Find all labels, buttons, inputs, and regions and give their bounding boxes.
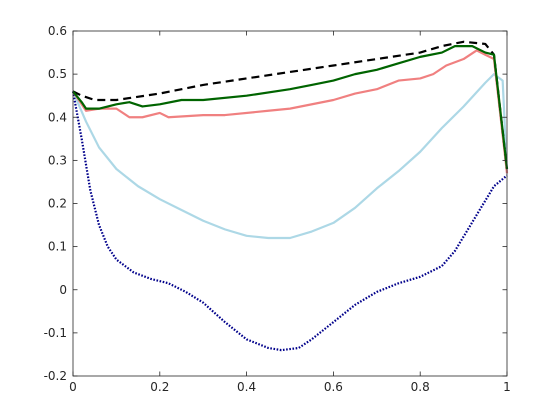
y-tick-label: 0.2 (48, 197, 67, 211)
y-tick-label: 0 (59, 283, 67, 297)
y-tick-label: -0.2 (44, 369, 67, 383)
series-line-solid (71, 73, 509, 240)
y-tick-label: 0.5 (48, 67, 67, 81)
tick-layer: 0 0.2 0.4 0.6 0.8 1 -0.2 -0.1 0 0.1 0.2 0.3 0.4 0.5 0.… (44, 24, 511, 394)
series-line-dotted (71, 91, 508, 352)
y-tick-label: -0.1 (44, 326, 67, 340)
y-tick-label: 0.3 (48, 153, 67, 167)
y-tick-label: 0.1 (48, 240, 67, 254)
x-tick-label: 0.4 (237, 380, 256, 394)
series-line-dashed (72, 40, 509, 170)
x-tick-label: 1 (503, 380, 511, 394)
series-line-solid (72, 49, 509, 174)
series-layer (71, 40, 509, 352)
x-tick-label: 0.2 (150, 380, 169, 394)
x-tick-label: 0.6 (324, 380, 343, 394)
x-tick-label: 0.8 (411, 380, 430, 394)
series-line-solid (72, 44, 509, 170)
x-tick-label: 0 (69, 380, 77, 394)
y-tick-label: 0.4 (48, 110, 67, 124)
y-tick-label: 0.6 (48, 24, 67, 38)
